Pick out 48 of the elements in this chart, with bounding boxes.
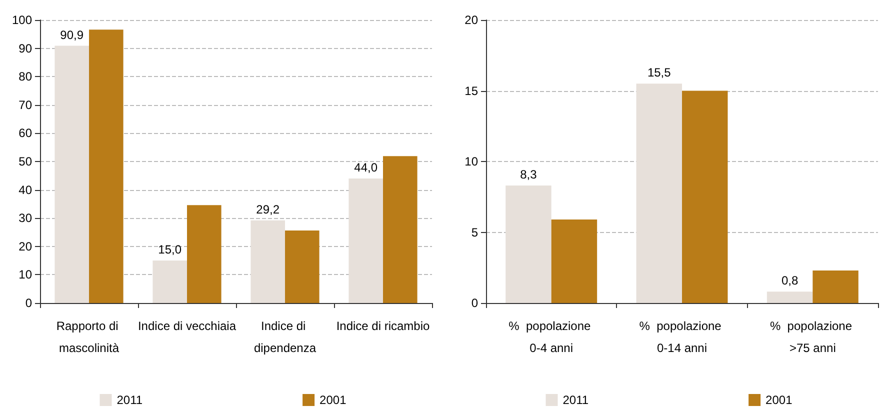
y-tick-label: 30 [18,211,32,226]
y-tick-label: 10 [464,154,478,168]
y-tick-label: 40 [18,182,32,197]
y-tick-label: 80 [18,70,32,84]
y-tick-label: 10 [18,268,32,282]
data-label: 0,8 [781,274,798,288]
bar [766,292,813,303]
x-tick-label: Indice di dipendenza [254,319,316,355]
bar [152,260,187,303]
bar [551,220,598,303]
bar [506,186,552,303]
y-tick-label: 100 [12,13,32,27]
bar [285,230,320,303]
data-label: 44,0 [354,160,378,174]
data-label: 29,2 [256,202,280,216]
y-tick-label: 20 [464,13,478,27]
bar [682,90,728,303]
x-tick-label: Indice di ricambio [336,319,430,333]
y-tick-label: 0 [471,296,478,310]
data-label: 8,3 [520,168,538,182]
x-tick-label: Indice di vecchiaia [138,319,236,333]
legend-label: 2001 [320,393,347,407]
y-tick-label: 20 [18,239,32,254]
y-tick-label: 90 [18,41,32,56]
y-tick-label: 50 [18,154,32,168]
data-label: 15,0 [158,242,182,257]
bar [187,205,222,303]
y-tick-label: 5 [471,225,478,240]
x-tick-label: % popolazione 0-14 anni [639,319,725,355]
legend-label: 2001 [766,393,793,407]
bar [383,156,418,303]
bar [636,84,682,303]
bar [54,46,89,303]
y-tick-label: 70 [18,98,32,112]
x-tick-label: % popolazione >75 anni [770,319,856,355]
bar [89,30,124,303]
data-label: 90,9 [60,28,84,42]
y-tick-label: 15 [464,84,478,98]
x-tick-label: Rapporto di mascolinità [56,319,122,355]
x-tick-label: % popolazione 0-4 anni [508,319,594,355]
legend-label: 2011 [562,393,589,407]
bar [250,220,285,303]
bar [348,178,383,303]
data-label: 15,5 [647,66,672,80]
y-tick-label: 0 [25,296,32,310]
bar [812,270,858,303]
legend-label: 2011 [116,393,143,407]
y-tick-label: 60 [18,126,32,140]
